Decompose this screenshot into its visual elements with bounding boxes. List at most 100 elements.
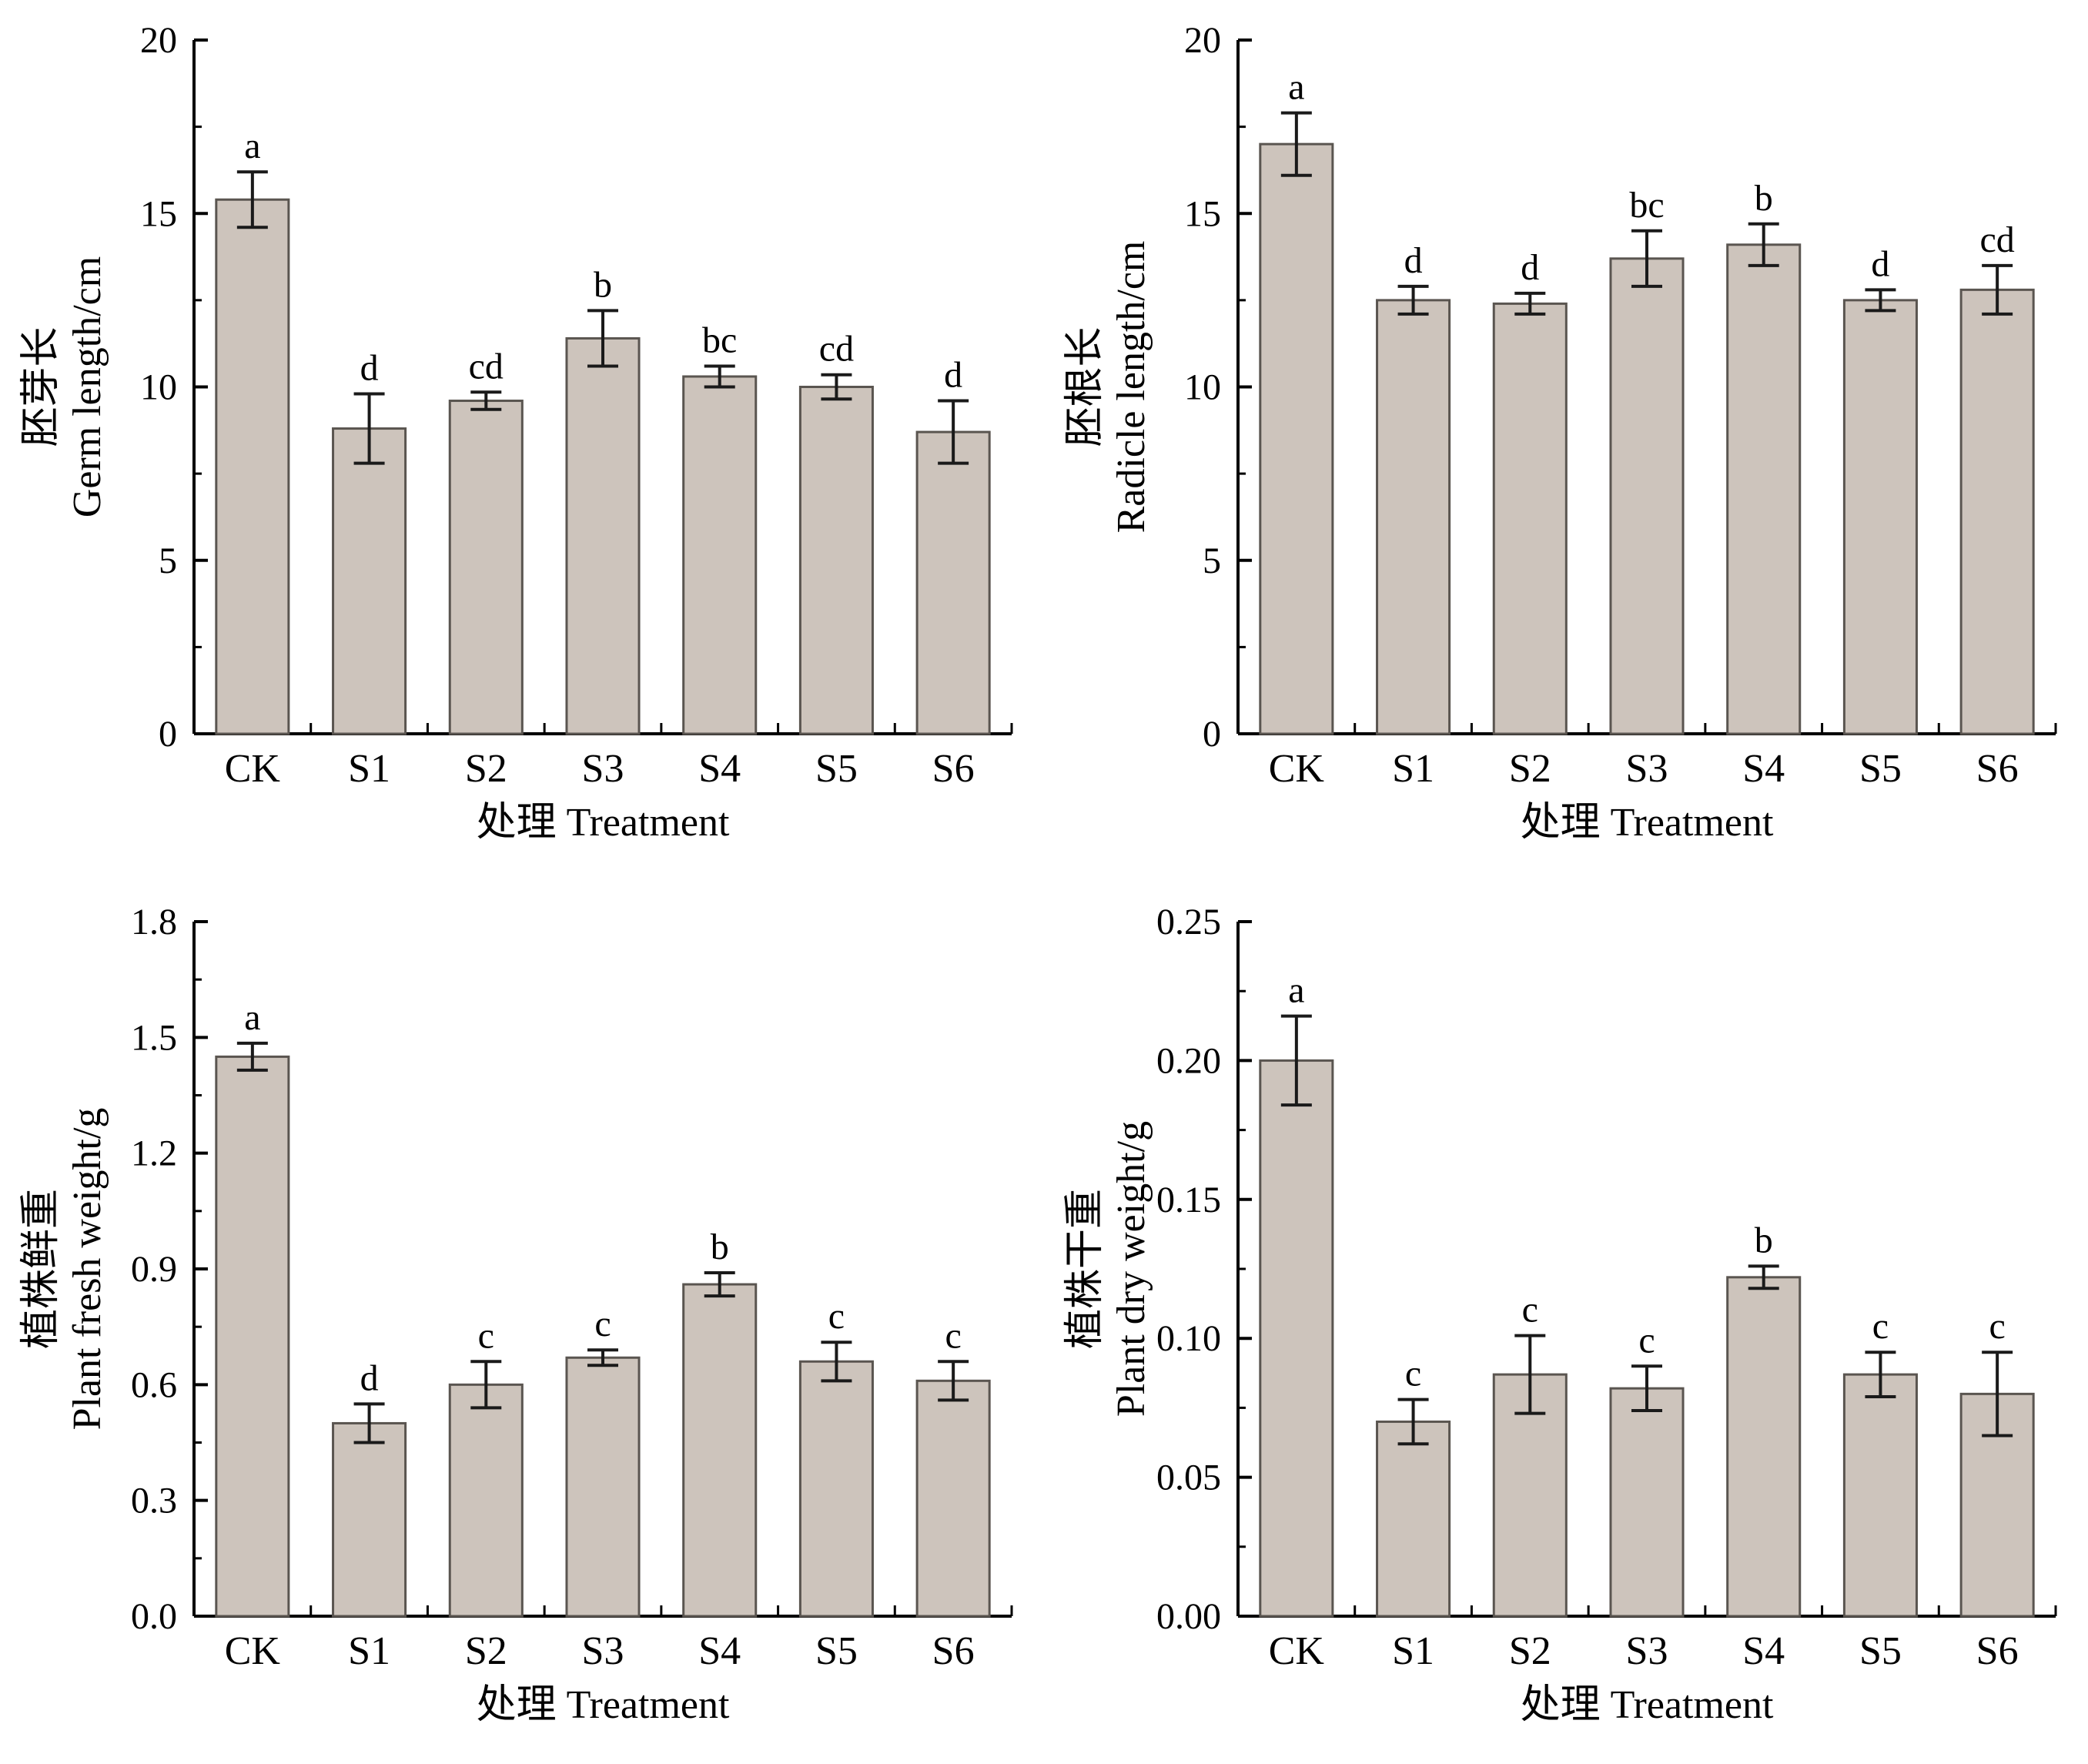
bar-S4 — [1726, 243, 1802, 735]
x-tick-label: S2 — [465, 1629, 507, 1673]
bar-S6 — [915, 1379, 991, 1618]
sig-letter: d — [1521, 247, 1539, 288]
x-tick-label: S1 — [1392, 1629, 1434, 1673]
x-tick-label: S6 — [932, 1629, 975, 1673]
bar-S6 — [915, 430, 991, 735]
x-tick-label: S2 — [465, 747, 507, 791]
bar-S3 — [565, 336, 641, 735]
x-tick-label: CK — [1269, 1629, 1325, 1673]
x-tick-label: S4 — [698, 1629, 741, 1673]
sig-letter: cd — [469, 346, 504, 387]
bar-S3 — [565, 1356, 641, 1618]
sig-letter: bc — [702, 320, 737, 360]
y-tick-label: 1.5 — [131, 1017, 177, 1058]
y-tick-label: 20 — [140, 20, 177, 61]
chart-radicle-length: 0 5 10 15 20 a CK d S1 d S2 bc S3 b S4 d S5 cd S6 处理 Treatm… — [1044, 0, 2088, 882]
y-tick-label: 15 — [140, 193, 177, 234]
x-tick-label: S3 — [1626, 747, 1668, 791]
y-tick-label: 0.3 — [131, 1481, 177, 1521]
sig-letter: d — [360, 1357, 379, 1398]
bar-S4 — [1726, 1276, 1802, 1618]
sig-letter: c — [1989, 1306, 2005, 1347]
sig-letter: c — [1405, 1354, 1421, 1394]
sig-letter: a — [244, 126, 260, 166]
bar-CK — [215, 198, 290, 735]
sig-letter: c — [594, 1304, 611, 1344]
sig-letter: c — [1638, 1320, 1655, 1361]
sig-letter: cd — [1979, 219, 2014, 260]
y-tick-label: 5 — [159, 541, 177, 581]
sig-letter: d — [1404, 240, 1423, 281]
y-tick-label: 0.10 — [1156, 1318, 1221, 1359]
y-tick-label: 0.20 — [1156, 1040, 1221, 1081]
x-tick-label: S5 — [815, 747, 858, 791]
y-tick-label: 1.2 — [131, 1133, 177, 1174]
sig-letter: c — [478, 1315, 494, 1356]
y-tick-label: 1.8 — [131, 902, 177, 942]
x-tick-label: S1 — [348, 1629, 390, 1673]
y-axis-title-zh: 胚根长 — [1063, 326, 1107, 447]
x-tick-label: S6 — [1976, 1629, 2019, 1673]
bar-S2 — [448, 400, 524, 735]
x-tick-label: S4 — [1742, 747, 1785, 791]
x-tick-label: S4 — [1742, 1629, 1785, 1673]
sig-letter: c — [828, 1296, 845, 1337]
bar-S4 — [682, 375, 758, 735]
sig-letter: d — [360, 348, 379, 389]
sig-letter: b — [1755, 1220, 1773, 1260]
y-tick-label: 15 — [1184, 193, 1221, 234]
sig-letter: c — [945, 1315, 961, 1356]
bar-CK — [1259, 142, 1334, 735]
bar-S2 — [448, 1383, 524, 1618]
bar-S1 — [1376, 299, 1451, 735]
sig-letter: b — [1755, 178, 1773, 219]
y-tick-label: 0.05 — [1156, 1458, 1221, 1498]
bar-CK — [1259, 1059, 1334, 1618]
y-axis-title-en: Plant fresh weight/g — [65, 1108, 109, 1431]
y-axis-title-zh: 植株鲜重 — [19, 1189, 63, 1349]
chart-plant-dry-weight: 0.00 0.05 0.10 0.15 0.20 0.25 a CK c S1 c S2 c S3 b S4 c… — [1044, 882, 2088, 1764]
bar-S5 — [798, 386, 874, 735]
x-axis-title: 处理 Treatment — [1521, 801, 1774, 845]
x-tick-label: S5 — [1859, 747, 1902, 791]
x-tick-label: CK — [225, 1629, 281, 1673]
y-axis-title-zh: 胚芽长 — [19, 326, 63, 447]
x-tick-label: S1 — [348, 747, 390, 791]
sig-letter: c — [1522, 1290, 1538, 1331]
sig-letter: cd — [819, 329, 854, 370]
y-tick-label: 10 — [1184, 367, 1221, 408]
x-tick-label: S3 — [582, 1629, 624, 1673]
x-tick-label: S6 — [932, 747, 975, 791]
sig-letter: a — [1288, 67, 1304, 108]
bar-S5 — [1842, 1373, 1918, 1618]
chart-svg-plant-dry-weight: 0.00 0.05 0.10 0.15 0.20 0.25 a CK c S1 c S2 c S3 b S4 c… — [1063, 902, 2057, 1727]
y-tick-label: 5 — [1203, 541, 1221, 581]
x-axis-title: 处理 Treatment — [477, 801, 730, 845]
bar-S2 — [1492, 302, 1568, 735]
x-tick-label: S5 — [1859, 1629, 1902, 1673]
y-axis-title-en: Germ length/cm — [65, 256, 109, 517]
y-axis-title-en: Radicle length/cm — [1109, 241, 1153, 534]
x-tick-label: S3 — [582, 747, 624, 791]
y-tick-label: 0.0 — [131, 1596, 177, 1637]
bar-CK — [215, 1055, 290, 1618]
chart-svg-radicle-length: 0 5 10 15 20 a CK d S1 d S2 bc S3 b S4 d S5 cd S6 处理 Treatm… — [1063, 20, 2057, 845]
x-axis-title: 处理 Treatment — [1521, 1683, 1774, 1727]
y-tick-label: 0.25 — [1156, 902, 1221, 942]
y-tick-label: 0.15 — [1156, 1180, 1221, 1220]
chart-plant-fresh-weight: 0.0 0.3 0.6 0.9 1.2 1.5 1.8 a CK d S1 c S2 c S3 b S4 c S5 c… — [0, 882, 1044, 1764]
chart-svg-plant-fresh-weight: 0.0 0.3 0.6 0.9 1.2 1.5 1.8 a CK d S1 c S2 c S3 b S4 c S5 c… — [19, 902, 1013, 1727]
y-tick-label: 0.6 — [131, 1364, 177, 1405]
x-tick-label: CK — [225, 747, 281, 791]
y-tick-label: 0 — [159, 714, 177, 755]
sig-letter: a — [244, 997, 260, 1038]
x-axis-title: 处理 Treatment — [477, 1683, 730, 1727]
bar-S4 — [682, 1283, 758, 1618]
sig-letter: d — [944, 355, 962, 396]
y-axis-title-zh: 植株干重 — [1063, 1189, 1107, 1349]
chart-germ-length: 0 5 10 15 20 a CK d S1 cd S2 b S3 bc S4 cd S5 d S6 处理 Treat… — [0, 0, 1044, 882]
bar-S5 — [1842, 299, 1918, 735]
x-tick-label: S6 — [1976, 747, 2019, 791]
bar-S1 — [332, 427, 407, 735]
